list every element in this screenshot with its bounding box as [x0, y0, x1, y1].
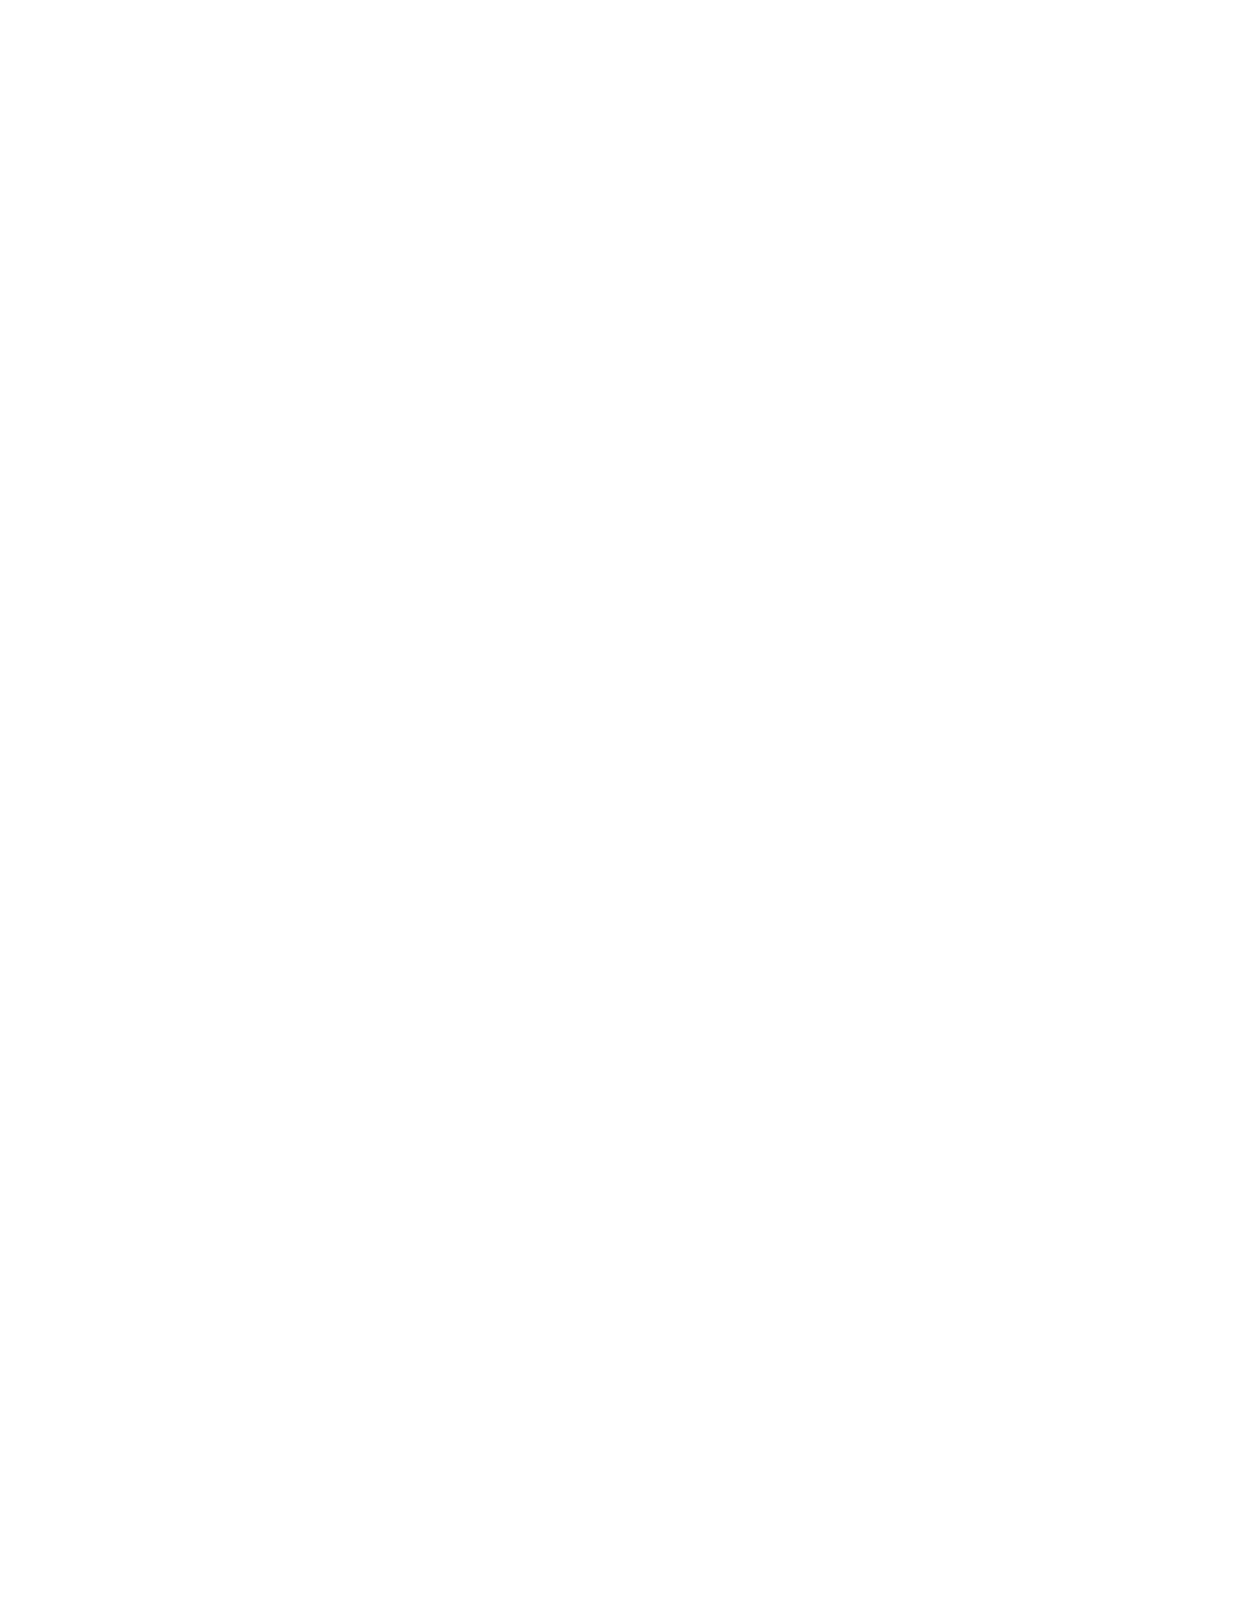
Text: a: a: [19, 13, 37, 42]
Text: b: b: [644, 13, 663, 42]
Text: 500nm: 500nm: [1019, 10, 1116, 34]
Text: e: e: [136, 945, 155, 974]
Text: c: c: [19, 476, 35, 505]
Text: 500nm: 500nm: [394, 473, 491, 495]
Text: d: d: [644, 476, 662, 505]
Text: 2μm: 2μm: [387, 10, 449, 34]
Text: 1μm: 1μm: [754, 952, 816, 976]
Text: 2μm: 2μm: [1012, 473, 1074, 495]
